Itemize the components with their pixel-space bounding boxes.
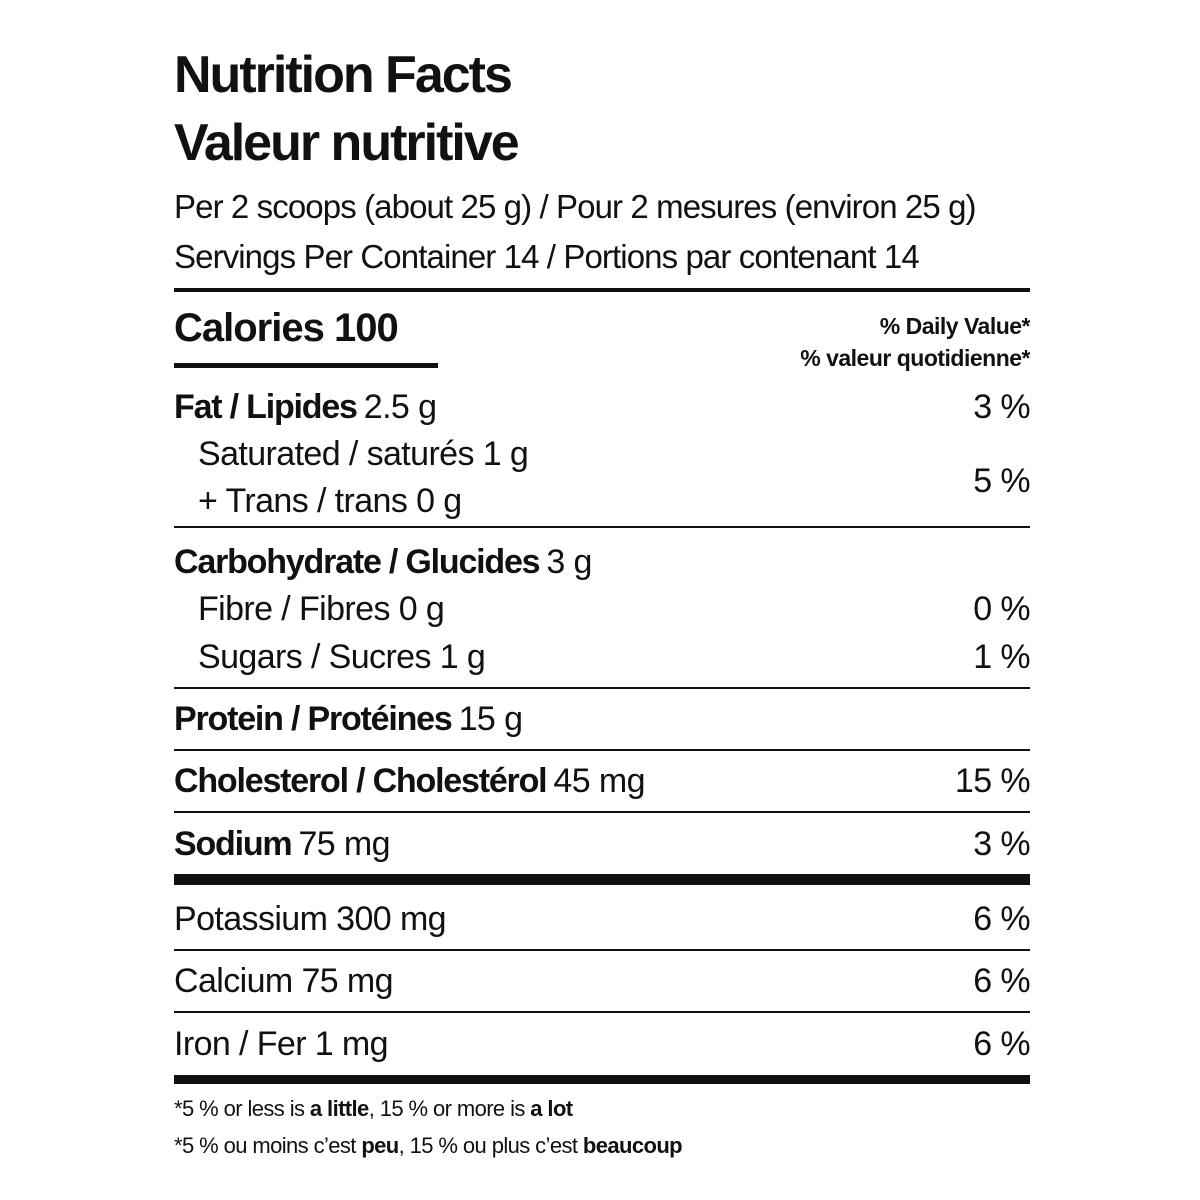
amount: 45 mg xyxy=(553,762,645,800)
amount: 15 g xyxy=(459,700,523,738)
serving-size: Per 2 scoops (about 25 g) / Pour 2 mesur… xyxy=(174,188,976,225)
nutrient-row: Carbohydrate / Glucides 3 g xyxy=(174,543,592,581)
nutrient-row: Cholesterol / Cholestérol 45 mg xyxy=(174,762,645,800)
dv: 6 % xyxy=(973,1025,1030,1063)
rule xyxy=(174,1011,1030,1013)
footnote-text: peu xyxy=(361,1133,398,1158)
title: Nutrition Facts xyxy=(174,46,511,104)
dv: 5 % xyxy=(973,462,1030,500)
title-fr: Valeur nutritive xyxy=(174,114,519,172)
label: Sodium xyxy=(174,825,291,863)
nutrient-row: Potassium 300 mg xyxy=(174,900,446,938)
footnote: *5 % ou moins c’est peu, 15 % ou plus c’… xyxy=(174,1133,682,1158)
label: Fat / Lipides xyxy=(174,388,357,426)
rule xyxy=(174,687,1030,689)
footnote-text: , 15 % ou plus c’est xyxy=(399,1133,583,1158)
rule xyxy=(174,811,1030,813)
nutrient-row: Iron / Fer 1 mg xyxy=(174,1025,388,1063)
dv-header: % Daily Value* xyxy=(880,313,1031,339)
dv: 1 % xyxy=(973,638,1030,676)
sub-nutrient: Saturated / saturés 1 g xyxy=(198,435,528,473)
nutrient-row: Fat / Lipides 2.5 g xyxy=(174,388,436,426)
servings-per-container: Servings Per Container 14 / Portions par… xyxy=(174,238,919,275)
amount: 75 mg xyxy=(298,825,390,863)
dv: 6 % xyxy=(973,962,1030,1000)
footnote-text: *5 % ou moins c’est xyxy=(174,1133,361,1158)
label: Cholesterol / Cholestérol xyxy=(174,762,546,800)
dv: 3 % xyxy=(973,388,1030,426)
amount: 2.5 g xyxy=(364,388,437,426)
footnote-text: , 15 % or more is xyxy=(369,1096,531,1121)
footnote: *5 % or less is a little, 15 % or more i… xyxy=(174,1096,574,1121)
amount: 3 g xyxy=(546,543,591,581)
nutrient-row: Sodium 75 mg xyxy=(174,825,390,863)
dv: 3 % xyxy=(973,825,1030,863)
dv-header: % valeur quotidienne* xyxy=(800,345,1030,371)
calories: Calories 100 xyxy=(174,306,398,350)
label: Protein / Protéines xyxy=(174,700,452,738)
sub-nutrient: Sugars / Sucres 1 g xyxy=(198,638,485,676)
footnote-text: beaucoup xyxy=(583,1133,682,1158)
rule xyxy=(174,363,438,368)
sub-nutrient: Fibre / Fibres 0 g xyxy=(198,590,444,628)
dv: 15 % xyxy=(955,762,1030,800)
rule xyxy=(174,1075,1030,1084)
footnote-text: *5 % or less is xyxy=(174,1096,310,1121)
nutrient-row: Calcium 75 mg xyxy=(174,962,393,1000)
rule xyxy=(174,288,1030,292)
dv: 6 % xyxy=(973,900,1030,938)
rule xyxy=(174,949,1030,951)
footnote-text: a lot xyxy=(530,1096,573,1121)
rule xyxy=(174,874,1030,885)
label: Carbohydrate / Glucides xyxy=(174,543,540,581)
footnote-text: a little xyxy=(310,1096,369,1121)
rule xyxy=(174,749,1030,751)
rule xyxy=(174,526,1030,528)
dv: 0 % xyxy=(973,590,1030,628)
nutrient-row: Protein / Protéines 15 g xyxy=(174,700,522,738)
sub-nutrient: + Trans / trans 0 g xyxy=(198,482,462,520)
